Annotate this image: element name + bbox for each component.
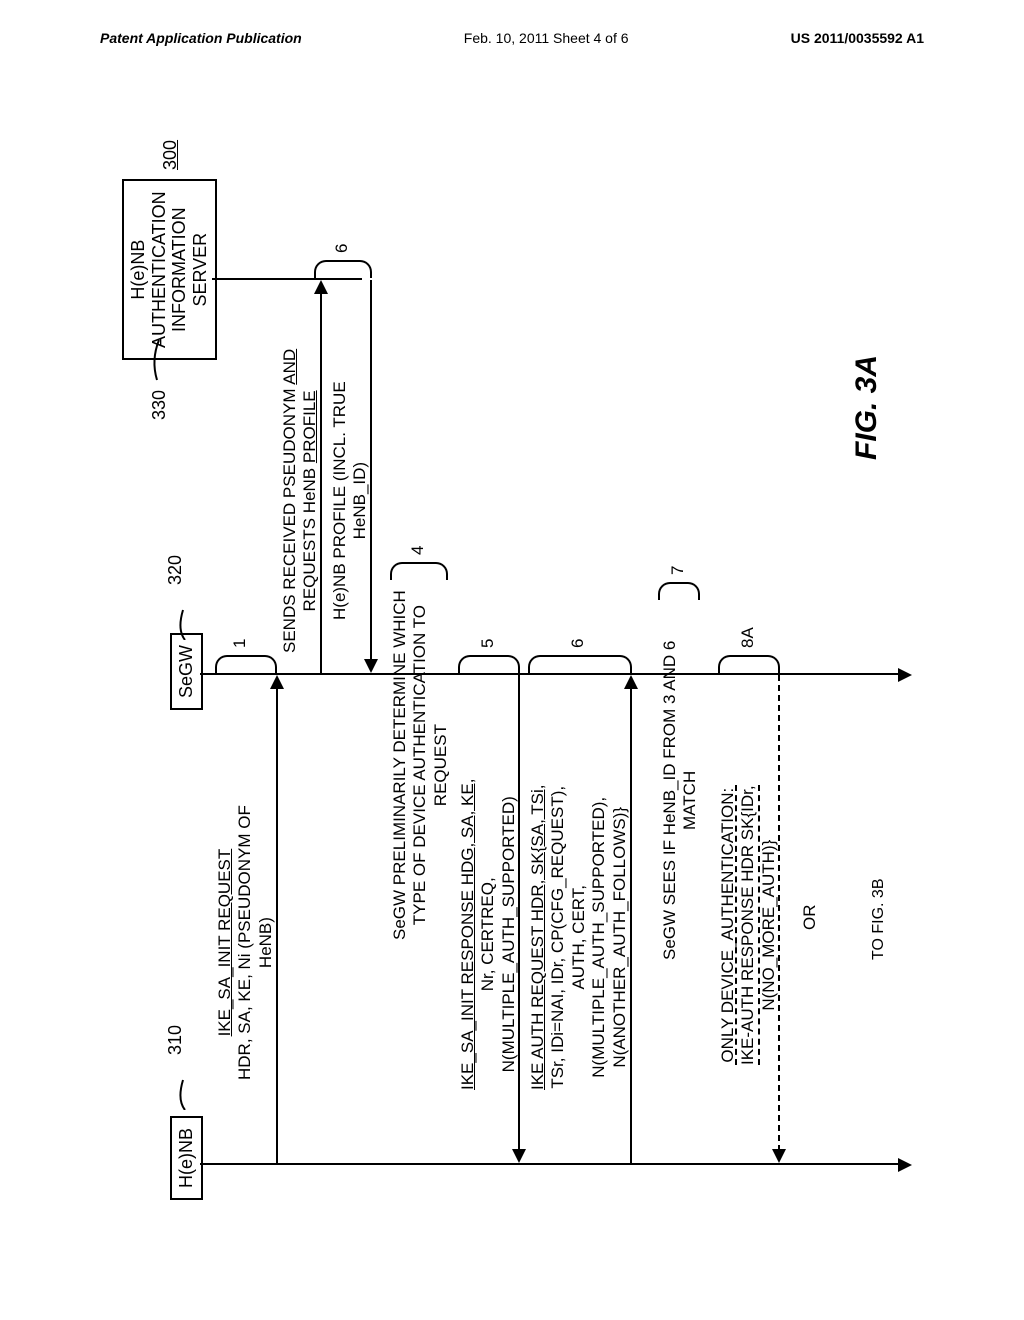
arrow-head-icon (772, 1149, 786, 1163)
msg-7-text: SeGW SEES IF HeNB_ID FROM 3 AND 6 MATCH (660, 641, 701, 960)
actor-henb: H(e)NB (170, 1116, 203, 1200)
diagram-rotated-wrapper: H(e)NB 310 SeGW 320 H(e)NBAUTHENTICATION… (0, 260, 1024, 1080)
msg-1-arrow (276, 687, 278, 1163)
actor-henb-label: H(e)NB (176, 1128, 196, 1188)
lifeline-henb (200, 1163, 880, 1165)
arrow-head-icon (314, 280, 328, 294)
step-1-num: 1 (230, 639, 250, 648)
leader-line-icon (149, 335, 169, 385)
step-5-curve (458, 655, 520, 673)
arrow-head-icon (364, 659, 378, 673)
actor-server-ref: 330 (145, 335, 170, 420)
msg-4-text: SeGW PRELIMINARILY DETERMINE WHICH TYPE … (390, 590, 451, 940)
actor-segw-label: SeGW (176, 645, 196, 698)
or-label: OR (800, 905, 820, 931)
arrow-head-icon (624, 675, 638, 689)
step-3-num: 6 (332, 244, 352, 253)
msg-6-arrow (630, 687, 632, 1163)
step-8a-num: 8A (738, 627, 758, 648)
leader-line-icon (175, 1060, 195, 1110)
figure-reference-number: 300 (160, 140, 181, 170)
step-6-curve (528, 655, 632, 673)
actor-segw: SeGW (170, 633, 203, 710)
msg-3-arrow (370, 280, 372, 661)
lifeline-server (212, 278, 362, 280)
msg-8a-text: ONLY DEVICE_AUTHENTICATION: IKE-AUTH RES… (718, 785, 779, 1065)
step-7-curve (658, 582, 700, 600)
header-left: Patent Application Publication (100, 30, 302, 46)
step-8a-curve (718, 655, 780, 673)
cont-dash-henb (780, 1163, 880, 1165)
step-6-num: 6 (568, 639, 588, 648)
step-4-curve (390, 562, 448, 580)
page-header: Patent Application Publication Feb. 10, … (0, 30, 1024, 46)
msg-5-arrow (518, 675, 520, 1151)
msg-8a-arrow (778, 675, 780, 1151)
actor-henb-ref: 310 (175, 1025, 200, 1110)
leader-line-icon (175, 590, 195, 640)
step-7-num: 7 (668, 566, 688, 575)
step-1-curve (215, 655, 277, 673)
figure-title: FIG. 3A (850, 355, 884, 460)
msg-1-text: IKE_SA_INIT REQUEST HDR, SA, KE, Ni (PSE… (215, 805, 276, 1080)
chevron-down-icon (898, 1158, 912, 1172)
msg-3-text: H(e)NB PROFILE (INCL. TRUE HeNB_ID) (330, 381, 371, 620)
actor-server: H(e)NBAUTHENTICATIONINFORMATIONSERVER (122, 179, 217, 360)
header-middle: Feb. 10, 2011 Sheet 4 of 6 (464, 30, 629, 46)
arrow-head-icon (512, 1149, 526, 1163)
cont-line-segw (880, 673, 900, 675)
chevron-down-icon (898, 668, 912, 682)
step-5-num: 5 (478, 639, 498, 648)
actor-segw-ref: 320 (175, 555, 200, 640)
msg-2-arrow (320, 292, 322, 673)
header-right: US 2011/0035592 A1 (791, 30, 924, 46)
step-4-num: 4 (408, 546, 428, 555)
msg-5-text: IKE_SA_INIT RESPONSE HDG, SA, KE, Nr, CE… (458, 779, 519, 1090)
msg-2-text: SENDS RECEIVED PSEUDONYM AND REQUESTS He… (280, 349, 321, 653)
msg-6-text: IKE AUTH REQUEST HDR, SK{SA, TSi, TSr, I… (528, 785, 630, 1090)
cont-line-henb (880, 1163, 900, 1165)
step-3-curve (314, 260, 372, 278)
arrow-head-icon (270, 675, 284, 689)
sequence-diagram: H(e)NB 310 SeGW 320 H(e)NBAUTHENTICATION… (100, 120, 920, 1220)
continuation-label: TO FIG. 3B (870, 879, 888, 961)
